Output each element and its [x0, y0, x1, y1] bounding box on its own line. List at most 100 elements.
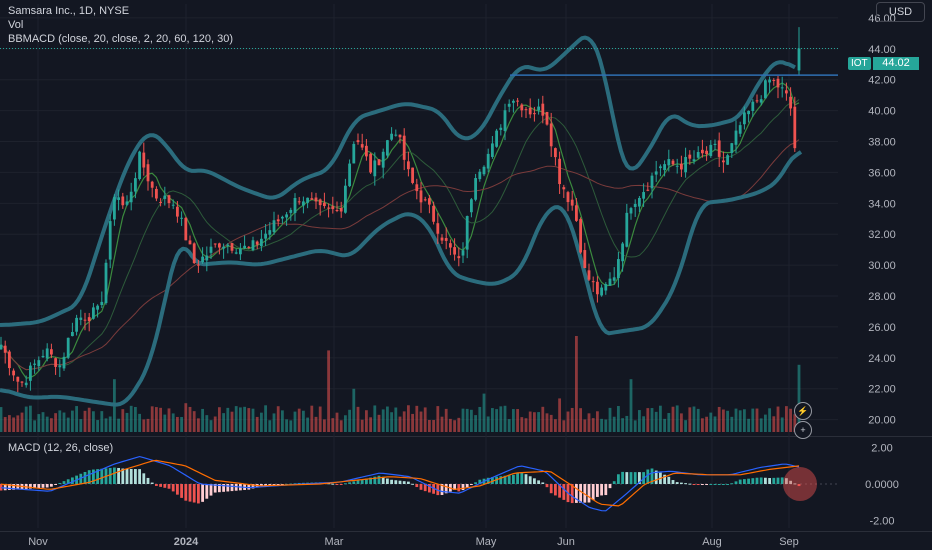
candle-body	[596, 281, 599, 295]
candle-body	[138, 151, 141, 180]
macd-histogram-bar	[54, 484, 57, 485]
candle-body	[566, 192, 570, 203]
candle-body	[516, 100, 519, 102]
volume-bar	[625, 415, 629, 432]
volume-bar	[688, 407, 692, 432]
volume-bar	[50, 418, 53, 432]
candle-body	[449, 243, 452, 248]
macd-tick-label: -2.00	[869, 516, 894, 528]
macd-histogram-bar	[373, 476, 377, 484]
volume-legend[interactable]: Vol	[8, 19, 24, 31]
candle-body	[50, 349, 53, 355]
candle-body	[667, 159, 671, 166]
candle-body	[600, 287, 603, 296]
candle-body	[411, 167, 414, 183]
macd-histogram-bar	[583, 484, 587, 503]
time-tick-label: Aug	[702, 536, 722, 548]
candle-body	[276, 219, 280, 222]
volume-bar	[402, 411, 406, 432]
candle-body	[688, 154, 692, 159]
volume-bar	[100, 411, 104, 432]
volume-bar	[377, 414, 381, 432]
volume-bar	[759, 418, 763, 432]
volume-bar	[465, 408, 469, 432]
volume-bar	[440, 416, 444, 432]
candle-body	[554, 148, 557, 158]
add-indicator-icon[interactable]: +	[794, 421, 812, 439]
signal-line	[0, 459, 800, 507]
candle-body	[759, 99, 763, 103]
macd-histogram-bar	[554, 484, 557, 496]
candle-body	[751, 101, 755, 111]
upper-band	[0, 35, 796, 327]
macd-histogram-bar	[3, 484, 7, 491]
bollinger-bands	[0, 35, 803, 407]
macd-histogram-bar	[121, 468, 125, 484]
macd-histogram-bar	[16, 484, 20, 490]
volume-bar	[310, 405, 314, 432]
volume-bar	[596, 411, 599, 432]
candle-body	[671, 160, 675, 165]
volume-bar	[155, 407, 158, 432]
volume-bar	[66, 417, 70, 432]
candle-body	[381, 151, 385, 168]
volume-bar	[533, 412, 536, 432]
macd-panel	[0, 455, 801, 512]
volume-bar	[663, 418, 666, 432]
candle-body	[768, 79, 771, 83]
volume-bar	[352, 388, 356, 432]
macd-histogram-bar	[230, 484, 234, 492]
macd-histogram-bar	[335, 484, 339, 485]
candle-body	[20, 381, 24, 383]
lightning-icon[interactable]: ⚡	[794, 402, 812, 420]
macd-histogram-bar	[692, 484, 696, 485]
volume-bar	[444, 408, 448, 432]
candle-body	[197, 264, 200, 266]
candle-body	[789, 96, 792, 109]
macd-histogram-bar	[402, 481, 406, 484]
volume-bar	[365, 410, 368, 432]
candle-body	[617, 259, 620, 279]
volume-bar	[470, 409, 473, 432]
volume-bar	[121, 409, 125, 432]
volume-bar	[524, 418, 528, 432]
macd-histogram-bar	[62, 481, 66, 484]
volume-bar	[528, 411, 532, 432]
candle-body	[121, 196, 125, 206]
macd-histogram-bar	[575, 484, 578, 503]
volume-bar	[612, 416, 616, 432]
candle-body	[113, 197, 116, 220]
candle-body	[58, 365, 62, 368]
macd-histogram-bar	[201, 484, 204, 502]
bbmacd-legend[interactable]: BBMACD (close, 20, close, 2, 20, 60, 120…	[8, 33, 234, 45]
macd-histogram-bar	[331, 483, 335, 485]
candle-body	[352, 143, 356, 164]
macd-legend[interactable]: MACD (12, 26, close)	[8, 442, 114, 454]
volume-bar	[575, 336, 578, 432]
price-tick-label: 22.00	[868, 384, 896, 396]
macd-histogram-bar	[108, 467, 112, 484]
candle-body	[71, 331, 74, 337]
volume-bar	[789, 408, 792, 432]
currency-button[interactable]: USD	[876, 2, 925, 22]
candle-body	[360, 144, 364, 148]
macd-histogram-bar	[365, 478, 368, 484]
macd-histogram-bar	[41, 484, 45, 488]
macd-histogram-bar	[507, 475, 511, 484]
candle-body	[524, 109, 528, 111]
candle-body	[432, 205, 435, 222]
candle-body	[171, 204, 175, 206]
volume-bar	[230, 411, 234, 432]
ma-fast-line	[0, 82, 800, 379]
volume-bar	[96, 420, 99, 432]
candle-body	[356, 140, 360, 143]
macd-histogram-bar	[293, 483, 297, 485]
volume-bar	[717, 406, 721, 432]
volume-bar	[251, 408, 255, 432]
candle-body	[16, 376, 20, 382]
candle-body	[272, 220, 276, 233]
candle-body	[545, 111, 549, 125]
macd-histogram-bar	[764, 477, 767, 484]
macd-histogram-bar	[167, 484, 171, 489]
macd-histogram-bar	[621, 471, 624, 484]
